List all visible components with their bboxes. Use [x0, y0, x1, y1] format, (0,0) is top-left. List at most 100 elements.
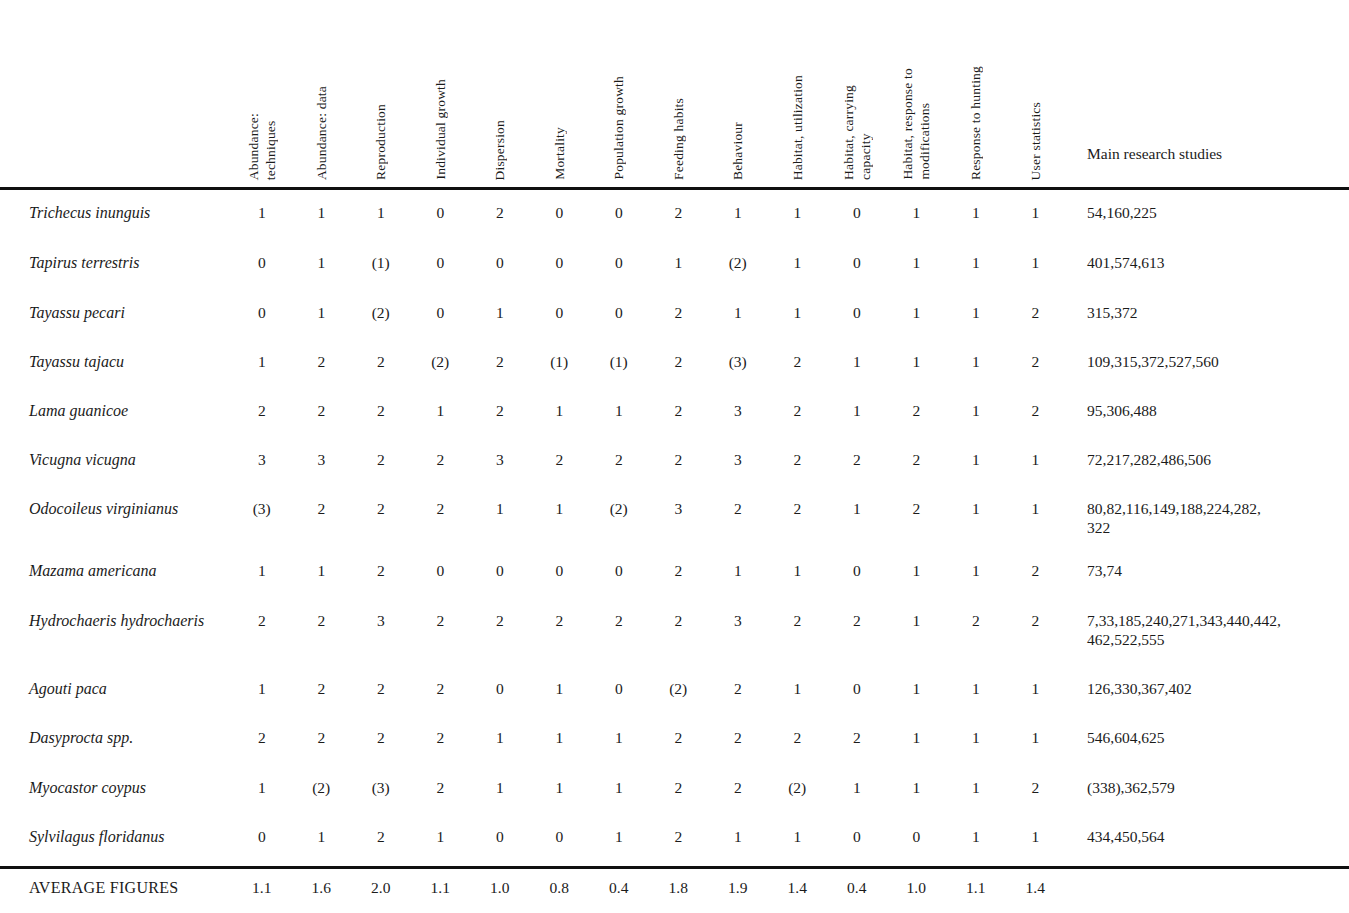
score-cell: 1: [827, 352, 887, 372]
average-value-cell: 1.1: [946, 878, 1006, 898]
species-name: Dasyprocta spp.: [0, 728, 232, 748]
table-body: Trichecus inunguis1110200211011154,160,2…: [0, 190, 1349, 866]
table-row: Mazama americana1120000211011273,74: [0, 561, 1349, 611]
score-cell: 2: [1006, 611, 1066, 631]
score-cell: 0: [530, 253, 590, 273]
score-cell: 2: [827, 450, 887, 470]
column-header-label: Feeding habits: [670, 98, 687, 180]
table-row: Dasyprocta spp.22221112222111546,604,625: [0, 728, 1349, 778]
score-cell: 0: [827, 303, 887, 323]
average-figures-values: 1.11.62.01.11.00.80.41.81.91.40.41.01.11…: [232, 878, 1065, 898]
reference-list: 95,306,488: [1065, 401, 1349, 420]
score-cell: 1: [768, 561, 828, 581]
score-cell: 1: [946, 499, 1006, 519]
score-cell: 2: [351, 561, 411, 581]
reference-list: 434,450,564: [1065, 827, 1349, 846]
column-header-label: Habitat, carrying capacity: [840, 85, 874, 180]
score-cell: 0: [411, 303, 471, 323]
column-header-label: Abundance: data: [313, 86, 330, 180]
score-cell: 2: [351, 499, 411, 519]
score-cell: 1: [887, 352, 947, 372]
score-cell: (2): [351, 303, 411, 323]
score-cells: 122(2)2(1)(1)2(3)21112: [232, 352, 1065, 372]
score-cell: 2: [708, 499, 768, 519]
score-cells: 11102002110111: [232, 203, 1065, 223]
species-name: Mazama americana: [0, 561, 232, 581]
species-name: Tapirus terrestris: [0, 253, 232, 273]
score-cell: 3: [351, 611, 411, 631]
average-value-cell: 1.1: [232, 878, 292, 898]
score-cell: 3: [708, 401, 768, 421]
score-cell: 1: [946, 778, 1006, 798]
score-cell: 0: [411, 561, 471, 581]
species-name: Hydrochaeris hydrochaeris: [0, 611, 232, 631]
table-row: Myocastor coypus1(2)(3)211122(2)1112(338…: [0, 778, 1349, 827]
score-cell: 2: [411, 450, 471, 470]
score-cell: 2: [470, 401, 530, 421]
column-header-label: Individual growth: [432, 79, 449, 180]
score-cell: 0: [589, 203, 649, 223]
score-cell: 1: [1006, 827, 1066, 847]
score-cell: 1: [768, 303, 828, 323]
score-cell: (2): [768, 778, 828, 798]
score-cell: (2): [649, 679, 709, 699]
score-cell: 0: [232, 303, 292, 323]
score-cell: 2: [351, 450, 411, 470]
score-cell: 1: [292, 203, 352, 223]
score-cell: 1: [827, 401, 887, 421]
score-cell: 2: [649, 352, 709, 372]
average-figures-label: AVERAGE FIGURES: [0, 878, 232, 898]
score-cell: 2: [470, 203, 530, 223]
score-cell: 2: [411, 778, 471, 798]
score-cell: 1: [946, 728, 1006, 748]
score-cell: 0: [530, 827, 590, 847]
score-cell: 2: [292, 611, 352, 631]
score-cell: 1: [470, 778, 530, 798]
score-cell: 0: [827, 203, 887, 223]
table-row: Tapirus terrestris01(1)00001(2)10111401,…: [0, 253, 1349, 303]
score-cell: 2: [470, 352, 530, 372]
reference-list: 73,74: [1065, 561, 1349, 580]
score-cell: 1: [530, 728, 590, 748]
score-cells: 1222010(2)210111: [232, 679, 1065, 699]
score-cell: 1: [530, 401, 590, 421]
score-cells: 22322222322122: [232, 611, 1065, 631]
score-cells: 01210012110011: [232, 827, 1065, 847]
score-cell: 0: [589, 253, 649, 273]
score-cell: 1: [887, 728, 947, 748]
score-cell: 1: [232, 778, 292, 798]
reference-list: 401,574,613: [1065, 253, 1349, 272]
species-name: Trichecus inunguis: [0, 203, 232, 223]
score-cell: 1: [946, 401, 1006, 421]
score-cell: 2: [708, 679, 768, 699]
score-cell: 1: [649, 253, 709, 273]
score-cell: 1: [589, 827, 649, 847]
score-cell: 0: [827, 827, 887, 847]
column-header-label: Habitat, response to modifications: [899, 68, 933, 180]
score-cell: 3: [649, 499, 709, 519]
table-row: Trichecus inunguis1110200211011154,160,2…: [0, 203, 1349, 253]
score-cell: 1: [530, 499, 590, 519]
score-cell: 1: [768, 679, 828, 699]
score-cell: 2: [232, 728, 292, 748]
score-cell: 2: [649, 827, 709, 847]
column-header-cell: Reproduction: [351, 104, 411, 180]
score-cell: 2: [649, 450, 709, 470]
species-column-spacer: [0, 0, 232, 187]
score-cell: 1: [351, 203, 411, 223]
column-header-cell: Habitat, utilization: [768, 75, 828, 180]
score-cell: 2: [292, 499, 352, 519]
score-cell: 2: [351, 401, 411, 421]
main-research-studies-header: Main research studies: [1065, 0, 1349, 187]
score-cell: 3: [292, 450, 352, 470]
score-cell: 1: [708, 561, 768, 581]
score-cell: 2: [1006, 401, 1066, 421]
score-cell: 1: [470, 303, 530, 323]
score-cell: 2: [649, 728, 709, 748]
species-name: Sylvilagus floridanus: [0, 827, 232, 847]
score-cell: 1: [411, 827, 471, 847]
score-cell: 1: [827, 778, 887, 798]
average-value-cell: 0.4: [827, 878, 887, 898]
score-cell: 2: [351, 827, 411, 847]
column-header-label: Dispersion: [491, 120, 508, 181]
